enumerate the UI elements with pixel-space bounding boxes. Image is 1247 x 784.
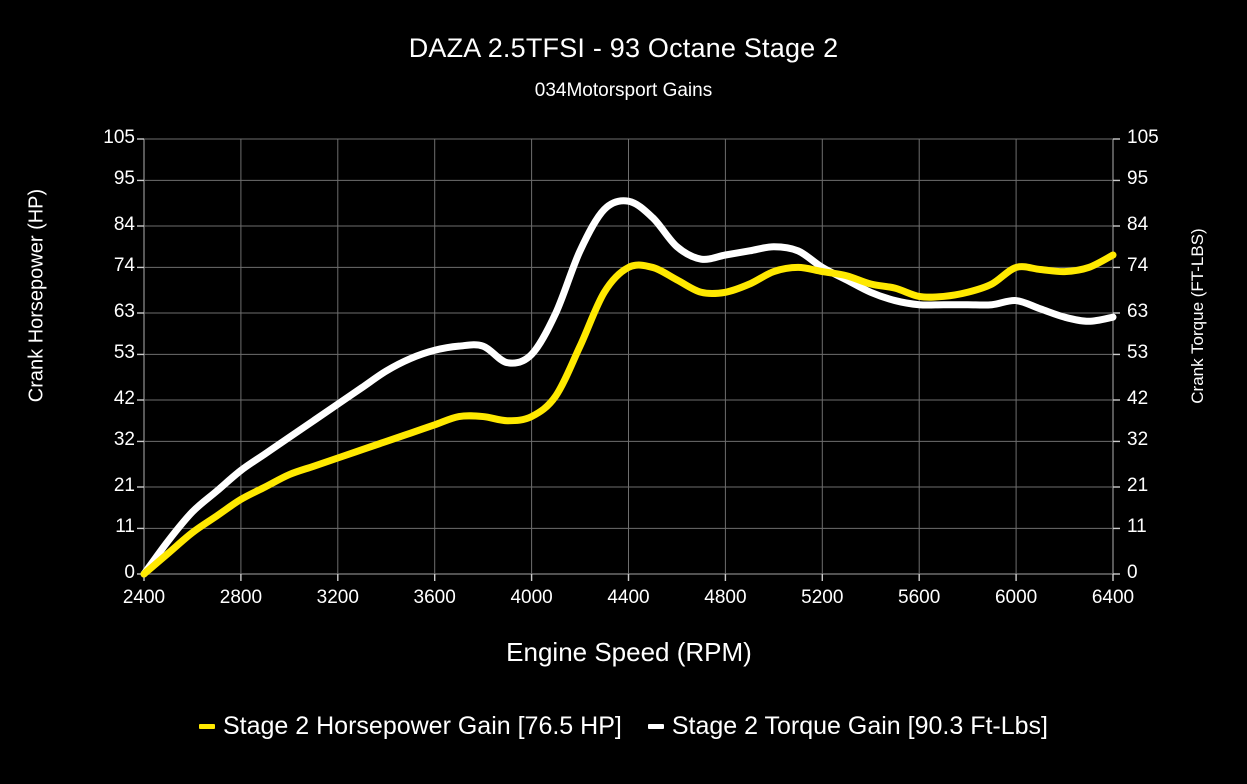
x-tick-label: 5600 [898,587,941,608]
y-tick-label-right: 84 [1127,214,1149,235]
x-tick-label: 4800 [704,587,747,608]
y-axis-title-right: Crank Torque (FT-LBS) [1188,228,1207,404]
y-tick-label-left: 105 [103,127,135,148]
y-tick-label-right: 74 [1127,255,1149,277]
chart-title: DAZA 2.5TFSI - 93 Octane Stage 2 [408,33,839,63]
y-tick-label-left: 74 [113,255,135,277]
legend-item[interactable]: Stage 2 Horsepower Gain [76.5 HP] [199,712,622,741]
y-tick-label-right: 95 [1127,168,1149,190]
x-axis-title: Engine Speed (RPM) [506,637,752,667]
y-tick-label-left: 11 [115,516,135,538]
legend-label: Stage 2 Horsepower Gain [76.5 HP] [223,712,622,740]
y-tick-label-left: 42 [113,388,135,409]
legend-label: Stage 2 Torque Gain [90.3 Ft-Lbs] [671,712,1048,740]
chart-subtitle: 034Motorsport Gains [534,80,713,101]
y-tick-label-left: 95 [113,168,135,190]
y-tick-label-left: 32 [113,429,135,451]
y-tick-label-right: 21 [1127,475,1149,496]
x-tick-label: 6000 [994,587,1038,608]
y-tick-label-right: 0 [1127,562,1138,583]
y-tick-label-right: 105 [1127,127,1159,148]
y-tick-label-left: 53 [113,342,135,364]
x-tick-label: 2400 [122,587,166,608]
x-tick-label: 3200 [316,587,359,608]
legend-swatch-icon [647,724,664,729]
y-tick-label-right: 53 [1127,342,1149,364]
x-tick-label: 4400 [607,587,650,608]
chart-legend: Stage 2 Horsepower Gain [76.5 HP] Stage 2… [0,712,1247,741]
y-tick-label-right: 42 [1127,388,1149,409]
x-tick-label: 4000 [510,587,553,608]
y-tick-label-left: 63 [113,301,135,322]
y-tick-label-right: 32 [1127,429,1149,451]
legend-swatch-icon [199,724,215,729]
series-line-horsepower-gain [140,251,1117,578]
series-line-torque-gain [140,197,1117,578]
series-lines [140,197,1117,578]
legend-item[interactable]: Stage 2 Torque Gain [90.3 Ft-Lbs] [647,712,1048,741]
x-tick-label: 6400 [1091,587,1135,608]
x-tick-label: 2800 [219,587,263,608]
y-tick-label-right: 63 [1127,301,1149,322]
y-tick-label-left: 0 [124,562,135,583]
y-tick-label-right: 11 [1127,516,1147,538]
y-tick-label-left: 84 [113,214,135,235]
x-tick-label: 5200 [801,587,844,608]
axis-tick-marks [137,138,1120,581]
y-tick-label-left: 21 [113,475,135,496]
x-tick-label: 3600 [413,587,456,608]
y-axis-title-left: Crank Horsepower (HP) [25,188,48,403]
